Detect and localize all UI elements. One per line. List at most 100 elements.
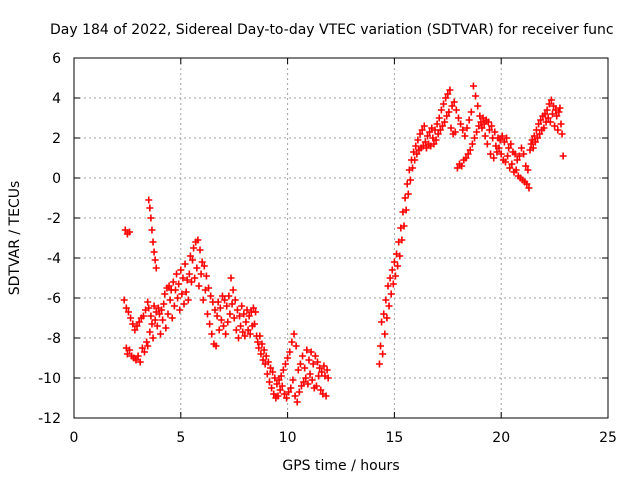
data-point	[140, 348, 148, 356]
data-point	[271, 374, 279, 382]
grid-lines	[74, 58, 608, 418]
data-point	[390, 258, 398, 266]
data-point	[232, 326, 240, 334]
data-point	[240, 310, 248, 318]
data-point	[252, 308, 260, 316]
data-point	[442, 94, 450, 102]
data-point	[221, 296, 229, 304]
data-point	[280, 390, 288, 398]
data-point	[450, 98, 458, 106]
data-point	[437, 106, 445, 114]
data-point	[263, 370, 271, 378]
data-point	[381, 330, 389, 338]
data-point	[145, 196, 153, 204]
data-point	[309, 360, 317, 368]
data-point	[287, 384, 295, 392]
data-point	[257, 350, 265, 358]
data-point	[383, 314, 391, 322]
data-point	[553, 112, 561, 120]
data-point	[193, 264, 201, 272]
data-point	[294, 366, 302, 374]
data-point	[315, 372, 323, 380]
data-point	[447, 124, 455, 132]
data-point	[438, 122, 446, 130]
data-point	[323, 366, 331, 374]
data-point	[304, 380, 312, 388]
data-point	[134, 352, 142, 360]
data-point	[216, 304, 224, 312]
data-point	[413, 150, 421, 158]
data-point	[430, 140, 438, 148]
data-point	[289, 376, 297, 384]
data-point	[194, 236, 202, 244]
data-point	[127, 314, 135, 322]
data-point	[426, 128, 434, 136]
data-point	[457, 120, 465, 128]
data-point	[440, 100, 448, 108]
data-point	[177, 266, 185, 274]
x-tick-label: 20	[492, 430, 510, 446]
data-point	[236, 312, 244, 320]
data-point	[150, 248, 158, 256]
data-point	[300, 378, 308, 386]
data-point	[238, 302, 246, 310]
data-point	[276, 386, 284, 394]
data-point	[165, 282, 173, 290]
data-point	[506, 164, 514, 172]
data-point	[488, 122, 496, 130]
data-point	[190, 244, 198, 252]
data-point	[522, 162, 530, 170]
data-point	[558, 130, 566, 138]
data-point	[274, 392, 282, 400]
data-point	[178, 290, 186, 298]
data-point	[448, 102, 456, 110]
data-point	[396, 252, 404, 260]
data-point	[435, 114, 443, 122]
data-point	[484, 118, 492, 126]
data-point	[546, 118, 554, 126]
data-point	[144, 342, 152, 350]
data-points	[120, 82, 567, 406]
data-point	[264, 358, 272, 366]
data-point	[380, 310, 388, 318]
data-point	[511, 150, 519, 158]
data-point	[452, 106, 460, 114]
data-point	[162, 324, 170, 332]
data-point	[175, 280, 183, 288]
data-point	[320, 362, 328, 370]
data-point	[453, 164, 461, 172]
data-point	[244, 326, 252, 334]
data-point	[414, 136, 422, 144]
data-point	[536, 130, 544, 138]
data-point	[211, 306, 219, 314]
data-point	[483, 140, 491, 148]
data-point	[524, 166, 532, 174]
data-point	[451, 128, 459, 136]
data-point	[291, 392, 299, 400]
data-point	[377, 342, 385, 350]
data-point	[318, 368, 326, 376]
data-point	[478, 124, 486, 132]
data-point	[384, 282, 392, 290]
data-point	[147, 214, 155, 222]
data-point	[312, 382, 320, 390]
data-point	[222, 330, 230, 338]
data-point	[217, 316, 225, 324]
data-point	[317, 386, 325, 394]
data-point	[200, 262, 208, 270]
data-point	[474, 102, 482, 110]
data-point	[480, 120, 488, 128]
data-point	[268, 384, 276, 392]
data-point	[126, 346, 134, 354]
data-point	[490, 154, 498, 162]
data-point	[186, 252, 194, 260]
data-point	[187, 278, 195, 286]
data-point	[152, 264, 160, 272]
data-point	[208, 330, 216, 338]
data-point	[229, 286, 237, 294]
data-point	[228, 300, 236, 308]
data-point	[231, 296, 239, 304]
data-point	[176, 306, 184, 314]
data-point	[468, 140, 476, 148]
